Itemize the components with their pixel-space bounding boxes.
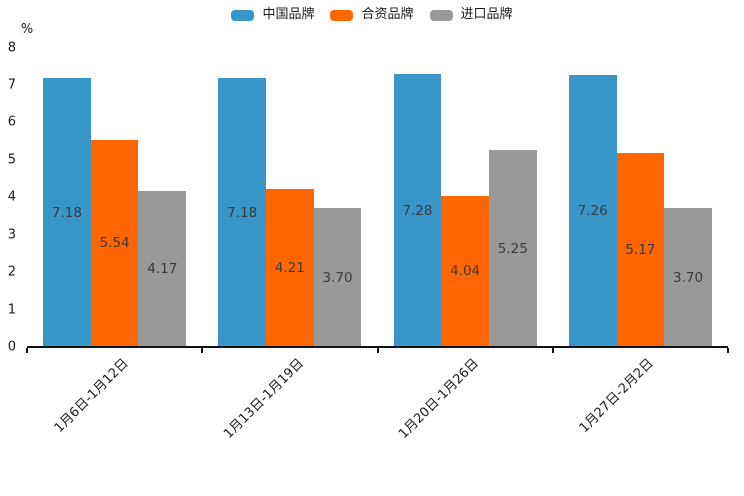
y-tick-label: 1 [7, 302, 16, 318]
bar-进口品牌-0: 4.17 [138, 190, 187, 347]
bar-中国品牌-2: 7.28 [393, 74, 442, 347]
bar-value-label: 5.54 [99, 235, 130, 252]
y-tick-label: 6 [7, 114, 16, 130]
bar-合资品牌-3: 5.17 [616, 153, 665, 347]
bar-合资品牌-2: 4.04 [441, 195, 489, 347]
bar-进口品牌-3: 3.70 [664, 208, 712, 347]
y-tick-label: 8 [7, 40, 16, 55]
x-tick-mark [376, 348, 379, 353]
legend-item-0: 中国品牌 [231, 6, 314, 24]
x-tick-mark [26, 348, 28, 353]
legend-label: 进口品牌 [460, 7, 513, 22]
bar-value-label: 3.70 [322, 269, 353, 286]
bar-value-label: 5.25 [497, 240, 528, 257]
bar-中国品牌-0: 7.18 [43, 78, 91, 347]
legend-swatch-icon [231, 9, 255, 21]
legend-label: 合资品牌 [361, 7, 414, 22]
legend-label: 中国品牌 [262, 7, 315, 22]
bar-合资品牌-1: 4.21 [266, 189, 314, 347]
bar-value-label: 3.70 [673, 269, 704, 286]
y-tick-label: 7 [7, 77, 16, 93]
legend-item-1: 合资品牌 [330, 6, 414, 24]
legend: 中国品牌 合资品牌 进口品牌 [0, 6, 744, 24]
x-category-label-2: 1月20日-1月26日 [395, 356, 482, 442]
x-category-label-0: 1月6日-1月12日 [51, 356, 132, 436]
y-tick-label: 0 [7, 339, 16, 355]
bar-value-label: 7.18 [227, 204, 258, 221]
bar-进口品牌-2: 5.25 [488, 150, 537, 347]
bar-中国品牌-1: 7.18 [218, 78, 267, 347]
y-tick-label: 3 [7, 227, 16, 243]
x-axis-line [27, 346, 728, 348]
bar-value-label: 7.28 [402, 202, 433, 219]
y-tick-label: 4 [7, 189, 16, 205]
legend-swatch-icon [429, 9, 453, 21]
bar-value-label: 4.17 [147, 260, 178, 277]
x-tick-mark [727, 348, 729, 353]
x-category-label-3: 1月27日-2月2日 [577, 356, 657, 436]
bar-value-label: 7.26 [577, 203, 608, 220]
legend-swatch-icon [330, 9, 354, 21]
bar-value-label: 7.18 [51, 204, 82, 221]
bar-value-label: 4.04 [450, 263, 481, 280]
bar-中国品牌-3: 7.26 [568, 75, 617, 347]
y-axis-unit-label: % [20, 22, 34, 37]
x-tick-mark [551, 348, 554, 353]
x-tick-mark [201, 348, 204, 353]
bar-value-label: 4.21 [274, 260, 305, 277]
x-category-label-1: 1月13日-1月19日 [220, 356, 307, 442]
legend-item-2: 进口品牌 [429, 6, 513, 24]
y-tick-label: 2 [7, 264, 16, 280]
y-tick-label: 5 [7, 152, 16, 168]
bar-value-label: 5.17 [625, 242, 656, 259]
bar-合资品牌-0: 5.54 [90, 139, 139, 347]
bar-进口品牌-1: 3.70 [313, 208, 362, 347]
